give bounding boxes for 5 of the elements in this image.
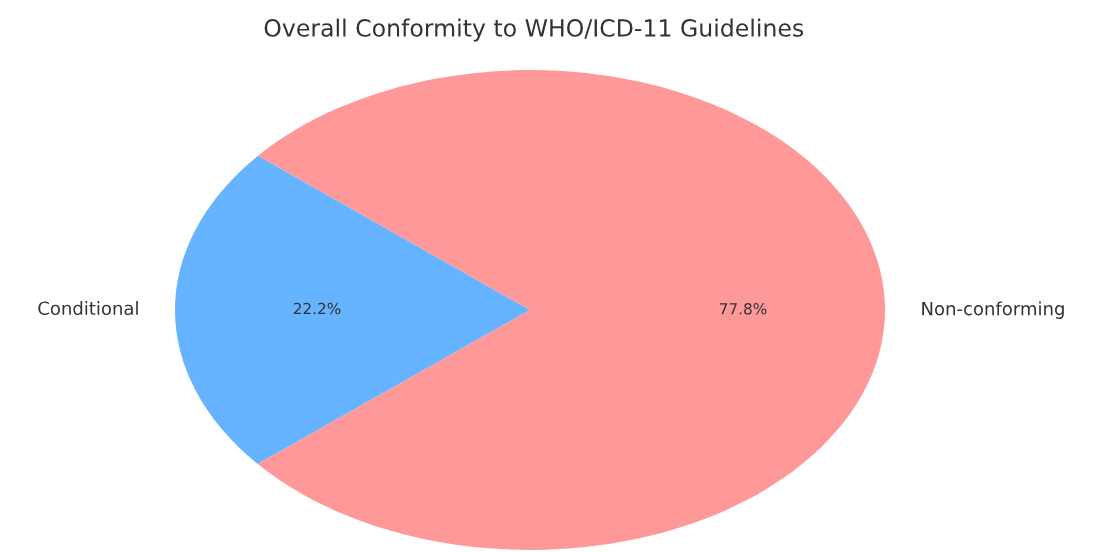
chart-title: Overall Conformity to WHO/ICD-11 Guidelines <box>264 18 804 42</box>
slice-label: Conditional <box>38 301 138 316</box>
data-label: 77.8% <box>719 302 767 315</box>
data-label: 22.2% <box>293 302 341 315</box>
slice-label: Non-conforming <box>922 301 1064 319</box>
